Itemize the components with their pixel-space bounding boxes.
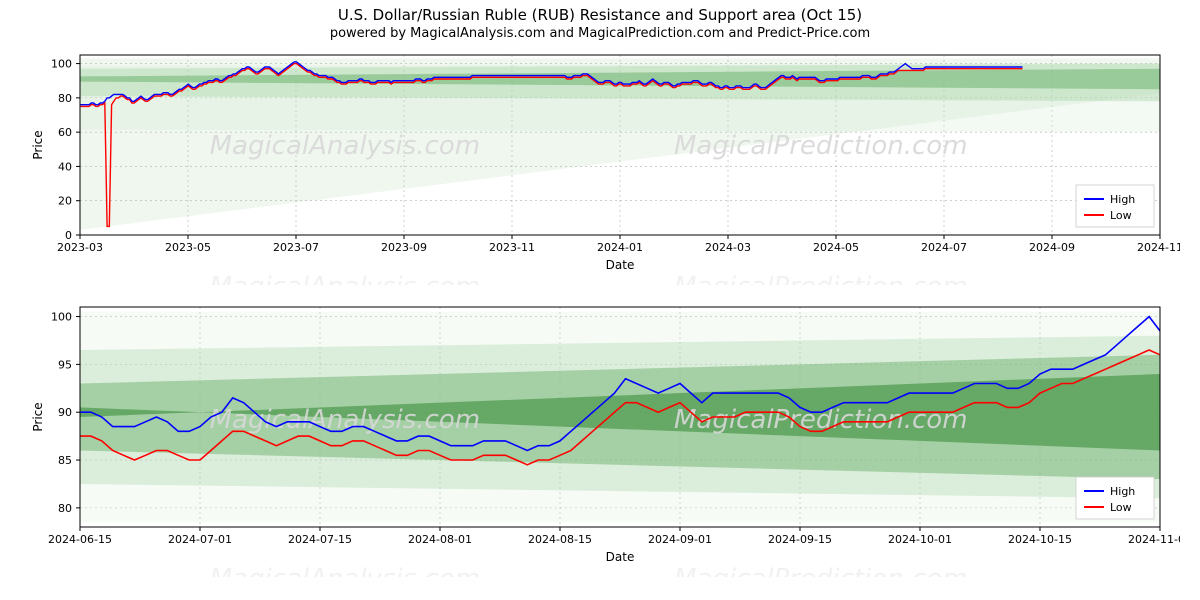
svg-text:Low: Low [1110,209,1132,222]
svg-text:20: 20 [58,195,72,208]
svg-text:2024-09-01: 2024-09-01 [648,533,712,546]
svg-text:2024-01: 2024-01 [597,241,643,254]
svg-text:2024-09-15: 2024-09-15 [768,533,832,546]
svg-text:2024-10-01: 2024-10-01 [888,533,952,546]
svg-text:Date: Date [606,550,635,564]
svg-text:40: 40 [58,160,72,173]
bottom-chart: MagicalAnalysis.com MagicalPrediction.com… [20,297,1180,581]
svg-text:MagicalAnalysis.com: MagicalAnalysis.com [210,272,480,285]
svg-text:80: 80 [58,502,72,515]
svg-text:2024-03: 2024-03 [705,241,751,254]
svg-text:2023-09: 2023-09 [381,241,427,254]
top-chart: MagicalAnalysis.com MagicalPrediction.com… [20,45,1180,289]
svg-text:Price: Price [31,402,45,431]
svg-text:2024-07-15: 2024-07-15 [288,533,352,546]
svg-text:95: 95 [58,358,72,371]
svg-text:2023-05: 2023-05 [165,241,211,254]
svg-text:2024-09: 2024-09 [1029,241,1075,254]
svg-text:High: High [1110,193,1135,206]
svg-text:MagicalPrediction.com: MagicalPrediction.com [674,131,968,161]
svg-text:80: 80 [58,92,72,105]
svg-text:2024-05: 2024-05 [813,241,859,254]
svg-text:MagicalAnalysis.com: MagicalAnalysis.com [210,131,480,161]
svg-text:MagicalAnalysis.com: MagicalAnalysis.com [210,564,480,577]
svg-text:85: 85 [58,454,72,467]
bottom-chart-svg: MagicalAnalysis.com MagicalPrediction.com… [20,297,1180,577]
svg-text:2024-10-15: 2024-10-15 [1008,533,1072,546]
svg-text:MagicalPrediction.com: MagicalPrediction.com [674,272,968,285]
svg-text:2023-07: 2023-07 [273,241,319,254]
svg-text:2024-06-15: 2024-06-15 [48,533,112,546]
svg-text:Low: Low [1110,501,1132,514]
svg-text:2024-07: 2024-07 [921,241,967,254]
svg-text:2024-11: 2024-11 [1137,241,1180,254]
svg-text:Date: Date [606,258,635,272]
svg-text:100: 100 [51,311,72,324]
svg-text:2024-11-01: 2024-11-01 [1128,533,1180,546]
svg-text:Price: Price [31,130,45,159]
svg-text:2023-03: 2023-03 [57,241,103,254]
svg-text:2023-11: 2023-11 [489,241,535,254]
svg-text:100: 100 [51,58,72,71]
svg-text:2024-08-01: 2024-08-01 [408,533,472,546]
svg-text:High: High [1110,485,1135,498]
svg-text:2024-07-01: 2024-07-01 [168,533,232,546]
svg-text:2024-08-15: 2024-08-15 [528,533,592,546]
top-chart-svg: MagicalAnalysis.com MagicalPrediction.com… [20,45,1180,285]
svg-text:90: 90 [58,406,72,419]
svg-text:MagicalPrediction.com: MagicalPrediction.com [674,564,968,577]
svg-text:60: 60 [58,126,72,139]
chart-subtitle: powered by MagicalAnalysis.com and Magic… [330,26,870,41]
chart-title: U.S. Dollar/Russian Ruble (RUB) Resistan… [338,6,862,24]
